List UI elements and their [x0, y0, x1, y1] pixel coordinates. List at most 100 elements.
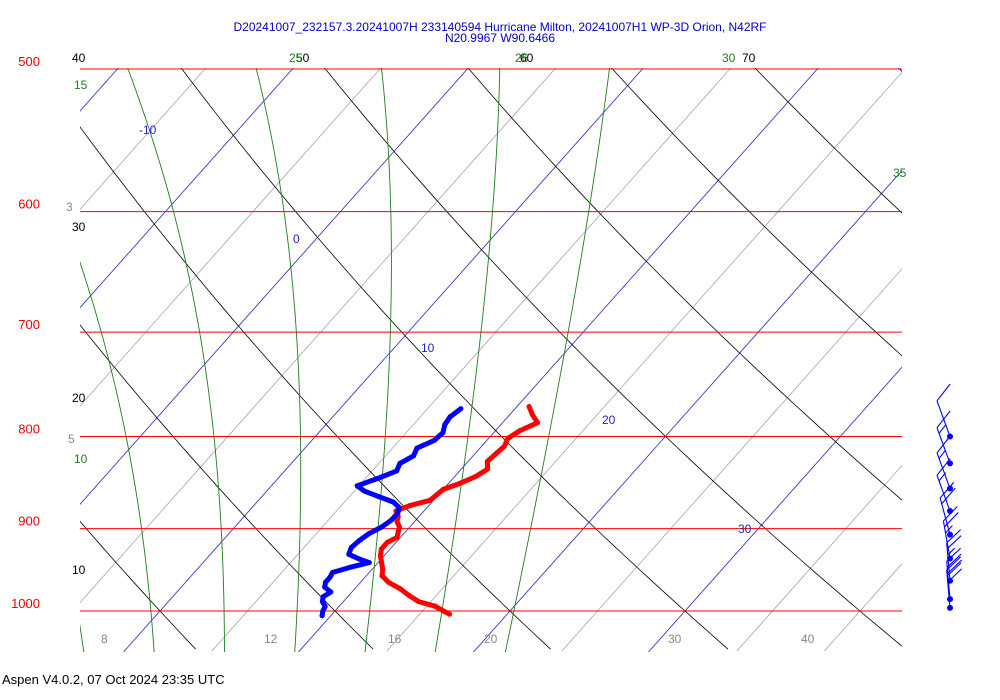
temperature-point	[407, 503, 412, 509]
moist-adiabat-label: 26	[515, 51, 529, 65]
temperature-point	[379, 560, 385, 566]
temperature-point	[427, 497, 433, 503]
dry-adiabat-line	[830, 0, 1000, 649]
moist-adiabat-line	[80, 261, 155, 652]
dewpoint-point	[366, 531, 372, 537]
pressure-label: 500	[18, 54, 40, 69]
wind-barb-flag	[946, 529, 962, 544]
wind-barb-stem	[936, 475, 951, 512]
temperature-point	[432, 603, 438, 609]
dewpoint-point	[366, 560, 372, 566]
dewpoint-point	[375, 475, 381, 481]
dewpoint-point	[346, 565, 352, 571]
isotherm-line	[473, 169, 902, 652]
grid-line	[80, 68, 469, 505]
temperature-point	[535, 420, 541, 426]
temperature-tick-label: 12	[264, 632, 278, 646]
grid-line	[386, 71, 902, 652]
dewpoint-point	[389, 517, 395, 523]
wind-barb-flag	[939, 481, 955, 499]
wind-barb-stem	[939, 497, 951, 535]
temperature-tick-label: 30	[668, 632, 682, 646]
dry-adiabat-line	[754, 68, 902, 214]
wind-barb	[936, 458, 953, 515]
wind-barb-half-flag	[938, 472, 947, 482]
dry-adiabat-line	[0, 0, 18, 649]
grid-line	[80, 68, 119, 112]
wind-barb-flag	[936, 435, 951, 454]
wind-barb-flag	[947, 559, 963, 574]
mixing-ratio-label: 5	[68, 432, 75, 446]
dewpoint-point	[431, 437, 437, 443]
dewpoint-point	[362, 488, 368, 494]
grid-line	[80, 68, 382, 407]
wind-barb	[939, 481, 956, 538]
dewpoint-point	[376, 494, 382, 500]
temperature-point	[395, 529, 401, 535]
isotherm-label: 10	[421, 341, 435, 355]
wind-barb-flag	[947, 568, 963, 583]
grid-line	[824, 563, 902, 652]
dry-adiabat-label: 60	[520, 51, 534, 65]
dry-adiabat-label: 40	[72, 51, 86, 65]
isotherm-line	[80, 68, 294, 309]
isotherm-label: 30	[738, 522, 752, 536]
moist-adiabat-line	[80, 623, 85, 652]
wind-barb	[946, 556, 963, 611]
isotherm-label: -10	[139, 123, 157, 137]
dry-adiabat-label: 50	[296, 51, 310, 65]
dry-adiabat-line	[897, 68, 902, 72]
sounding-series	[319, 404, 541, 619]
wind-barb-flag	[946, 547, 962, 562]
dewpoint-point	[319, 613, 325, 619]
temperature-point	[484, 459, 490, 464]
temperature-point	[384, 539, 390, 545]
grid-line	[299, 68, 819, 652]
grid-line	[80, 68, 207, 210]
wind-barb-flag	[946, 556, 962, 571]
temperature-point	[440, 486, 446, 492]
grid-line	[80, 68, 557, 604]
dry-adiabat-label: 70	[742, 51, 756, 65]
dewpoint-point	[394, 468, 400, 474]
pressure-label: 1000	[11, 596, 40, 611]
chart-grid	[80, 68, 902, 652]
dewpoint-point	[458, 406, 464, 412]
temperature-point	[456, 481, 462, 487]
dewpoint-point	[320, 608, 326, 614]
temperature-point	[493, 451, 499, 457]
moist-adiabat-label: 10	[74, 452, 88, 466]
dry-adiabat-line	[80, 126, 551, 650]
temperature-point	[485, 466, 491, 472]
wind-barb-flag	[936, 383, 951, 402]
temperature-point	[447, 611, 452, 617]
dry-adiabat-line	[962, 0, 1000, 649]
pressure-label: 800	[18, 422, 40, 437]
temperature-point	[378, 546, 384, 552]
wind-barb-half-flag	[945, 525, 953, 534]
temperature-point	[517, 428, 523, 434]
grid-line	[736, 464, 902, 652]
temperature-point	[441, 608, 446, 614]
grid-line	[80, 68, 294, 309]
moist-adiabat-label: 30	[722, 51, 736, 65]
moist-adiabat-line	[255, 68, 302, 652]
dewpoint-point	[447, 414, 453, 420]
dewpoint-point	[442, 422, 448, 428]
dewpoint-point	[397, 460, 403, 466]
isotherm-line	[80, 68, 469, 505]
dewpoint-point	[328, 589, 334, 595]
chart-title-line1: D20241007_232157.3.20241007H 233140594 H…	[233, 20, 766, 34]
wind-barb-flag	[936, 410, 951, 429]
moist-adiabat-line	[434, 68, 501, 652]
dewpoint-point	[395, 510, 401, 516]
dewpoint-point	[390, 499, 396, 505]
temperature-point	[394, 519, 400, 525]
dewpoint-point	[354, 483, 360, 489]
temperature-point	[394, 534, 400, 540]
dry-adiabat-line	[611, 68, 902, 357]
temperature-point	[406, 592, 412, 598]
pressure-label: 600	[18, 197, 40, 212]
